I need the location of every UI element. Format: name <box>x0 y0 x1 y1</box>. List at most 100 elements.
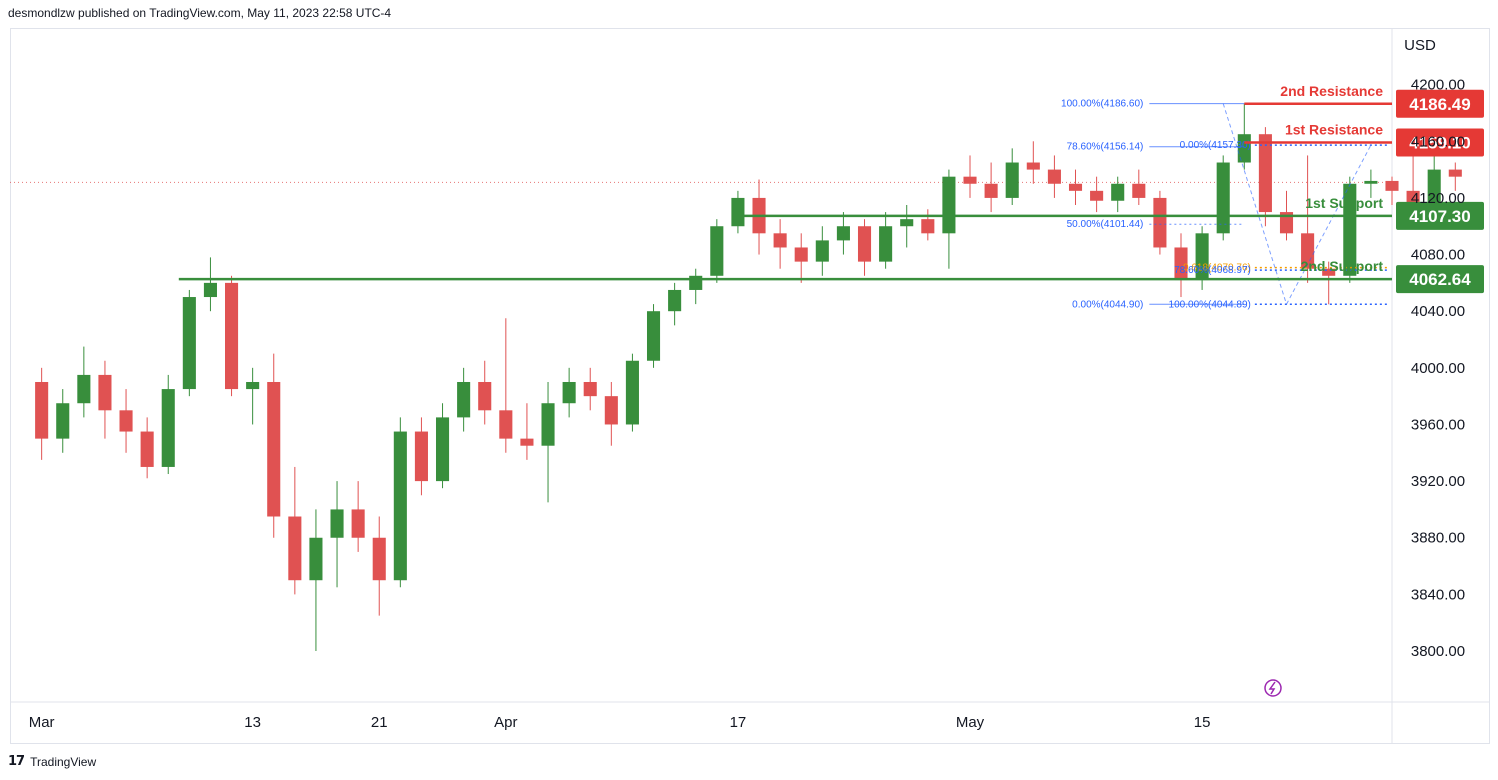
candle <box>77 346 91 418</box>
level-price-value: 4062.64 <box>1409 270 1471 289</box>
candle <box>246 367 260 425</box>
candle <box>984 162 998 213</box>
candle <box>900 204 914 248</box>
candle-body <box>203 282 217 298</box>
candle <box>583 367 597 411</box>
candle <box>604 381 618 446</box>
y-tick-label: 3920.00 <box>1411 473 1465 490</box>
fib-level-label: 78.60%(4068.97) <box>1174 265 1251 276</box>
candle-body <box>541 403 555 446</box>
currency-label: USD <box>1404 37 1436 54</box>
x-tick-label: Apr <box>494 714 517 731</box>
footer-brand: TradingView <box>30 754 97 769</box>
x-tick-label: 13 <box>244 714 261 731</box>
candle-body <box>773 233 787 248</box>
candle-body <box>1258 134 1272 213</box>
candle-body <box>1132 183 1146 198</box>
level-price-badge: 4062.64 <box>1396 265 1484 294</box>
level-price-value: 4107.30 <box>1409 207 1470 226</box>
candle <box>1301 155 1315 283</box>
y-tick-label: 3880.00 <box>1411 530 1465 547</box>
candle-body <box>604 396 618 425</box>
candle <box>773 219 787 269</box>
candle <box>372 516 386 616</box>
candle <box>1111 176 1125 213</box>
candle <box>1090 176 1104 213</box>
candle-body <box>1068 183 1083 191</box>
candle-body <box>1237 134 1251 163</box>
candle-body <box>478 381 492 411</box>
candle <box>1195 226 1209 290</box>
candle-body <box>246 381 260 390</box>
candle <box>288 466 302 595</box>
candle <box>161 374 175 475</box>
candle-body <box>1364 180 1378 184</box>
candle-body <box>35 381 49 439</box>
candle <box>689 268 703 305</box>
x-tick-label: Mar <box>29 714 55 731</box>
candle <box>1448 162 1462 191</box>
candle-body <box>1216 162 1230 234</box>
candle-body <box>668 289 682 312</box>
candle-body <box>330 509 344 538</box>
publish-info: desmondlzw published on TradingView.com,… <box>8 6 392 20</box>
level-label: 1st Resistance <box>1285 122 1383 138</box>
grid-layer <box>10 28 1490 744</box>
candle <box>520 403 534 460</box>
candle <box>1005 148 1019 205</box>
candle <box>562 367 576 418</box>
candle-body <box>140 431 154 467</box>
candle-body <box>351 509 365 538</box>
candle-body <box>731 197 745 227</box>
candle-body <box>372 537 386 581</box>
candle <box>1153 190 1167 255</box>
candle-body <box>583 381 597 397</box>
candle-body <box>414 431 428 482</box>
x-tick-label: 15 <box>1194 714 1211 731</box>
candle-body <box>1195 233 1209 281</box>
candle <box>1047 155 1061 198</box>
level-label: 2nd Support <box>1301 258 1384 274</box>
level-price-badge-bg <box>1396 128 1484 157</box>
level-price-badge: 4107.30 <box>1396 201 1484 230</box>
candle-body <box>646 311 661 361</box>
fib-level-label: 0.618(4070.76) <box>1183 263 1251 274</box>
replay-icon[interactable] <box>1264 679 1282 697</box>
candle-body <box>1090 190 1104 201</box>
candle <box>857 219 872 276</box>
candle-body <box>710 226 724 276</box>
candle <box>625 353 639 432</box>
candle-body <box>562 381 576 404</box>
fib-trend-line <box>1222 103 1287 305</box>
x-tick-label: 21 <box>371 714 388 731</box>
candle-body <box>182 297 196 390</box>
candle <box>1343 176 1357 283</box>
candle <box>836 212 850 255</box>
candle <box>1174 233 1188 298</box>
candle-body <box>857 226 872 262</box>
candle <box>225 275 239 397</box>
candle-body <box>267 381 281 517</box>
candle-body <box>921 219 935 234</box>
y-tick-label: 3800.00 <box>1411 643 1465 660</box>
level-price-badge: 4186.49 <box>1396 89 1484 118</box>
candle-body <box>836 226 850 241</box>
level-price-value: 4159.10 <box>1409 134 1470 153</box>
candle-body <box>1047 169 1061 184</box>
candle-body <box>1385 180 1399 191</box>
candle <box>1068 169 1083 205</box>
candle <box>731 190 745 234</box>
candle-body <box>499 410 513 439</box>
candle <box>56 389 70 453</box>
candle-body <box>161 389 175 467</box>
tradingview-logo-icon: 17 <box>8 754 25 769</box>
candle <box>1216 155 1230 241</box>
candle-body <box>435 417 450 482</box>
candle-body <box>815 240 829 262</box>
axis-layer: USD 4200.00 4160.00 4120.00 4080.00 4040.00 40… <box>29 37 1465 731</box>
candle <box>499 318 513 453</box>
candle <box>35 367 49 460</box>
candle-body <box>1322 268 1336 276</box>
candle-body <box>1301 233 1315 269</box>
